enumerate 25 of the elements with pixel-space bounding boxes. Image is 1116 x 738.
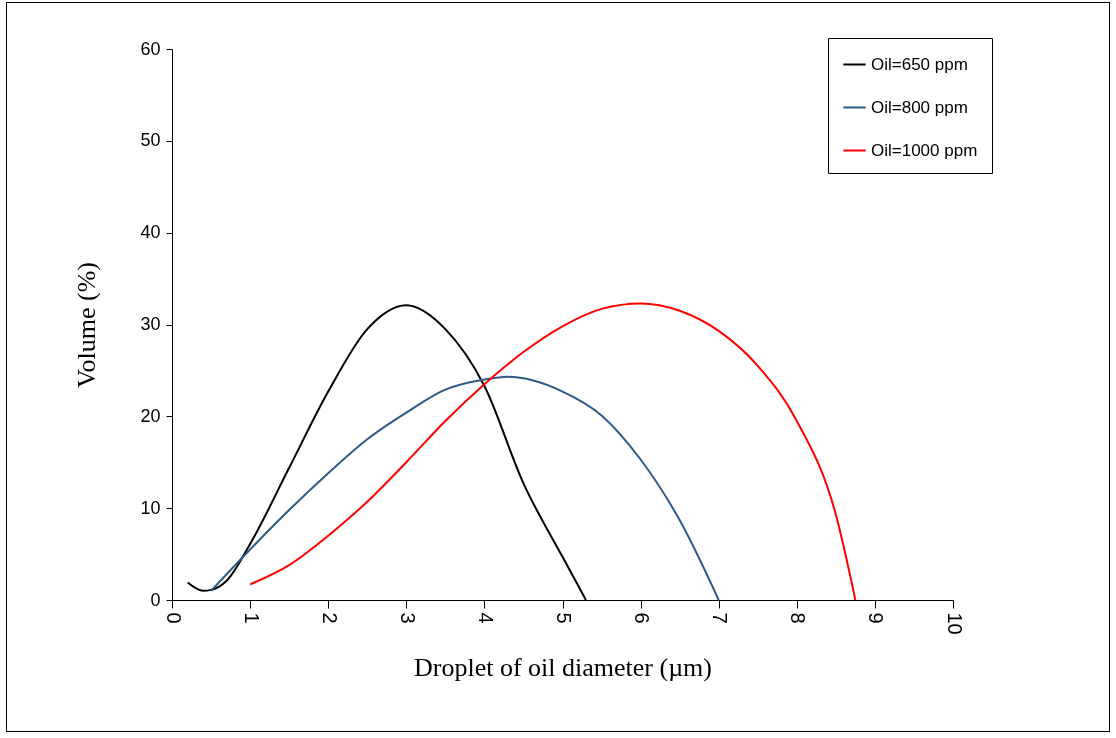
line-series	[210, 375, 720, 601]
y-tick-label: 50	[140, 130, 161, 151]
x-tick-label: 10	[943, 612, 966, 635]
x-tick-label: 2	[318, 612, 341, 624]
x-tick-label: 3	[396, 612, 419, 624]
x-tick-label: 4	[474, 612, 497, 624]
y-tick-label: 60	[140, 38, 161, 59]
y-tick-label: 40	[140, 222, 161, 243]
legend-label: Oil=1000 ppm	[871, 140, 978, 160]
legend-label: Oil=650 ppm	[871, 54, 968, 74]
line-series	[249, 302, 857, 601]
y-tick-label: 30	[140, 314, 161, 334]
legend-label: Oil=800 ppm	[871, 97, 968, 117]
x-tick-label: 5	[553, 612, 575, 624]
y-tick-label: 0	[150, 589, 161, 610]
x-tick-label: 6	[631, 612, 654, 624]
x-axis-title: Droplet of oil diameter (µm)	[414, 652, 712, 682]
x-tick-label: 7	[709, 612, 732, 624]
y-tick-label: 20	[140, 405, 161, 426]
x-tick-label: 9	[865, 612, 888, 624]
y-axis-title: Volume (%)	[72, 262, 102, 388]
x-tick-label: 8	[787, 612, 810, 624]
x-tick-label: 1	[240, 612, 263, 624]
x-tick-label: 0	[162, 612, 185, 624]
y-tick-label: 10	[140, 497, 161, 518]
